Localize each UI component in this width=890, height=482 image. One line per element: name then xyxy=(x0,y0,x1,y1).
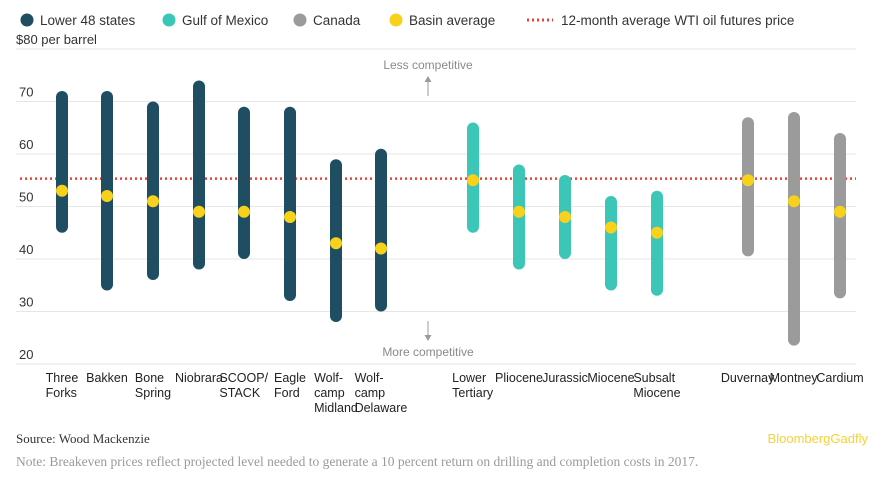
annotation-less-competitive: Less competitive xyxy=(383,58,473,72)
footer: Source: Wood Mackenzie BloombergGadfly N… xyxy=(16,431,868,469)
legend-swatch-canada xyxy=(293,13,307,27)
legend-label-avg: Basin average xyxy=(409,13,495,28)
legend-swatch-lower48 xyxy=(20,13,34,27)
average-dot xyxy=(467,174,479,187)
average-dot xyxy=(788,195,800,208)
average-dot xyxy=(375,242,387,255)
y-tick-label: 70 xyxy=(19,85,33,100)
annotation-more-competitive: More competitive xyxy=(382,345,474,359)
arrow-up-head-icon xyxy=(424,76,432,82)
category-label: Lower Tertiary xyxy=(452,371,494,400)
category-label: Pliocene xyxy=(495,371,543,385)
y-axis: 20 30 40 50 60 70 $80 per barrel xyxy=(16,32,97,362)
y-tick-label: 30 xyxy=(19,295,33,310)
brand-logo: BloombergGadfly xyxy=(768,431,869,446)
legend-label-lower48: Lower 48 states xyxy=(40,13,136,28)
legend-label-gulf: Gulf of Mexico xyxy=(182,13,268,28)
y-tick-label: 60 xyxy=(19,137,33,152)
y-unit-label: $80 per barrel xyxy=(16,32,97,47)
range-bar-lower48 xyxy=(56,91,68,233)
range-bar-gulf xyxy=(605,196,617,291)
category-label: Duvernay xyxy=(721,371,775,385)
average-dot xyxy=(284,211,296,223)
annotations: Less competitive More competitive xyxy=(382,58,474,359)
category-label: Wolf-camp Delaware xyxy=(355,371,408,415)
y-tick-label: 20 xyxy=(19,347,33,362)
legend-label-wti: 12-month average WTI oil futures price xyxy=(561,13,794,28)
category-label: Miocene xyxy=(587,371,634,385)
range-bar-lower48 xyxy=(193,80,205,270)
average-dot xyxy=(193,205,205,218)
legend-label-canada: Canada xyxy=(313,13,361,28)
average-dot xyxy=(559,211,571,223)
legend-swatch-gulf xyxy=(162,13,176,27)
range-bar-lower48 xyxy=(238,106,250,259)
category-label: Cardium xyxy=(816,371,863,385)
source-text: Source: Wood Mackenzie xyxy=(16,431,150,446)
range-bars xyxy=(56,80,846,346)
range-bar-lower48 xyxy=(375,148,387,312)
basin-average-dots xyxy=(56,174,846,255)
category-label: Jurassic xyxy=(542,371,588,385)
category-label: Montney xyxy=(770,371,819,385)
average-dot xyxy=(742,174,754,187)
arrow-down-head-icon xyxy=(424,335,432,341)
grid xyxy=(16,48,856,365)
category-label: Eagle Ford xyxy=(274,371,306,400)
y-tick-label: 50 xyxy=(19,190,33,205)
average-dot xyxy=(834,205,846,218)
average-dot xyxy=(605,221,617,234)
range-bar-canada xyxy=(742,117,754,257)
category-label: Bakken xyxy=(86,371,128,385)
range-bar-lower48 xyxy=(284,106,296,301)
category-labels: Three Forks Bakken Bone Spring NiobraraSCOOP/… xyxy=(46,371,864,415)
note-text: Note: Breakeven prices reflect projected… xyxy=(16,454,698,469)
category-label: Subsalt Miocene xyxy=(633,371,680,400)
average-dot xyxy=(56,184,68,197)
average-dot xyxy=(101,190,113,202)
category-label: Three Forks xyxy=(46,371,79,400)
y-tick-label: 40 xyxy=(19,242,33,257)
average-dot xyxy=(330,237,342,250)
legend-swatch-avg xyxy=(389,13,403,27)
range-bar-canada xyxy=(788,112,800,346)
category-label: Bone Spring xyxy=(135,371,171,400)
range-bar-lower48 xyxy=(147,101,159,280)
category-label: Wolf-camp Midland xyxy=(314,371,358,415)
average-dot xyxy=(513,205,525,218)
category-label: Niobrara xyxy=(175,371,223,385)
range-bar-gulf xyxy=(651,190,663,296)
average-dot xyxy=(238,205,250,218)
category-label: SCOOP/STACK xyxy=(219,371,268,400)
legend: Lower 48 states Gulf of Mexico Canada Basin… xyxy=(20,13,794,28)
average-dot xyxy=(147,195,159,208)
average-dot xyxy=(651,226,663,239)
